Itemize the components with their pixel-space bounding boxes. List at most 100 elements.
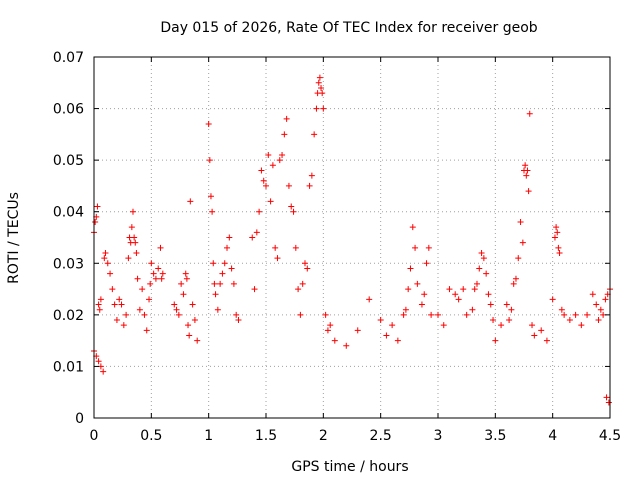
data-point xyxy=(221,260,228,267)
data-point xyxy=(102,249,109,256)
data-point xyxy=(104,260,111,267)
data-point xyxy=(483,270,490,277)
data-point xyxy=(292,244,299,251)
data-point xyxy=(538,327,545,334)
data-point xyxy=(269,162,276,169)
data-point xyxy=(113,317,120,324)
data-point xyxy=(485,291,492,298)
data-point xyxy=(147,280,154,287)
data-point xyxy=(183,275,190,282)
data-point xyxy=(492,337,499,344)
data-point xyxy=(95,358,102,365)
y-tick-label: 0.07 xyxy=(53,50,84,66)
data-point xyxy=(95,301,102,308)
data-point xyxy=(219,270,226,277)
x-tick-label: 3.5 xyxy=(484,428,506,444)
data-point xyxy=(471,286,478,293)
data-point xyxy=(383,332,390,339)
data-point xyxy=(235,317,242,324)
data-point xyxy=(440,322,447,329)
data-point xyxy=(402,306,409,313)
data-point xyxy=(129,208,136,215)
data-point xyxy=(159,270,166,277)
data-point xyxy=(143,327,150,334)
data-point xyxy=(94,203,101,210)
data-point xyxy=(400,311,407,318)
data-point xyxy=(207,193,214,200)
y-tick-label: 0.06 xyxy=(53,102,84,118)
x-tick-label: 1.5 xyxy=(255,428,277,444)
data-point xyxy=(267,198,274,205)
data-point xyxy=(315,79,322,86)
data-point xyxy=(515,255,522,262)
data-point xyxy=(327,322,334,329)
data-point xyxy=(299,280,306,287)
data-point xyxy=(301,260,308,267)
data-point xyxy=(578,322,585,329)
data-point xyxy=(191,317,198,324)
data-point xyxy=(524,167,531,174)
data-point xyxy=(343,342,350,349)
data-point xyxy=(109,286,116,293)
y-axis-label: ROTI / TECUs xyxy=(6,192,22,284)
data-point xyxy=(226,234,233,241)
data-point xyxy=(96,306,103,313)
x-tick-label: 2.5 xyxy=(370,428,392,444)
data-point xyxy=(455,296,462,303)
data-point xyxy=(428,311,435,318)
data-point xyxy=(605,399,612,406)
data-point xyxy=(92,219,99,226)
data-points xyxy=(91,74,613,406)
data-point xyxy=(134,275,141,282)
data-point xyxy=(283,115,290,122)
data-point xyxy=(555,244,562,251)
data-point xyxy=(133,249,140,256)
data-point xyxy=(566,317,573,324)
data-point xyxy=(487,301,494,308)
data-point xyxy=(421,291,428,298)
x-tick-label: 4.5 xyxy=(599,428,621,444)
data-point xyxy=(120,322,127,329)
data-point xyxy=(128,224,135,231)
data-point xyxy=(318,84,325,91)
data-point xyxy=(136,306,143,313)
data-point xyxy=(185,322,192,329)
data-point xyxy=(603,394,610,401)
data-point xyxy=(186,332,193,339)
data-point xyxy=(173,306,180,313)
data-point xyxy=(331,337,338,344)
data-point xyxy=(304,265,311,272)
data-point xyxy=(324,327,331,334)
y-tick-label: 0.04 xyxy=(53,205,84,221)
data-point xyxy=(554,229,561,236)
data-point xyxy=(187,198,194,205)
data-point xyxy=(418,301,425,308)
data-point xyxy=(593,301,600,308)
data-point xyxy=(295,286,302,293)
data-point xyxy=(508,306,515,313)
data-point xyxy=(256,208,263,215)
data-point xyxy=(224,244,231,251)
data-point xyxy=(125,255,132,262)
data-point xyxy=(572,311,579,318)
data-point xyxy=(272,244,279,251)
data-point xyxy=(476,265,483,272)
data-point xyxy=(100,368,107,375)
data-point xyxy=(118,301,125,308)
data-point xyxy=(297,311,304,318)
data-point xyxy=(214,306,221,313)
data-point xyxy=(253,229,260,236)
data-point xyxy=(258,167,265,174)
data-point xyxy=(281,131,288,138)
data-point xyxy=(150,270,157,277)
data-point xyxy=(206,157,213,164)
data-point xyxy=(205,121,212,128)
data-point xyxy=(463,311,470,318)
data-point xyxy=(228,265,235,272)
data-point xyxy=(148,260,155,267)
data-point xyxy=(141,311,148,318)
data-point xyxy=(111,301,118,308)
data-point xyxy=(175,311,182,318)
x-axis-label: GPS time / hours xyxy=(291,459,408,475)
